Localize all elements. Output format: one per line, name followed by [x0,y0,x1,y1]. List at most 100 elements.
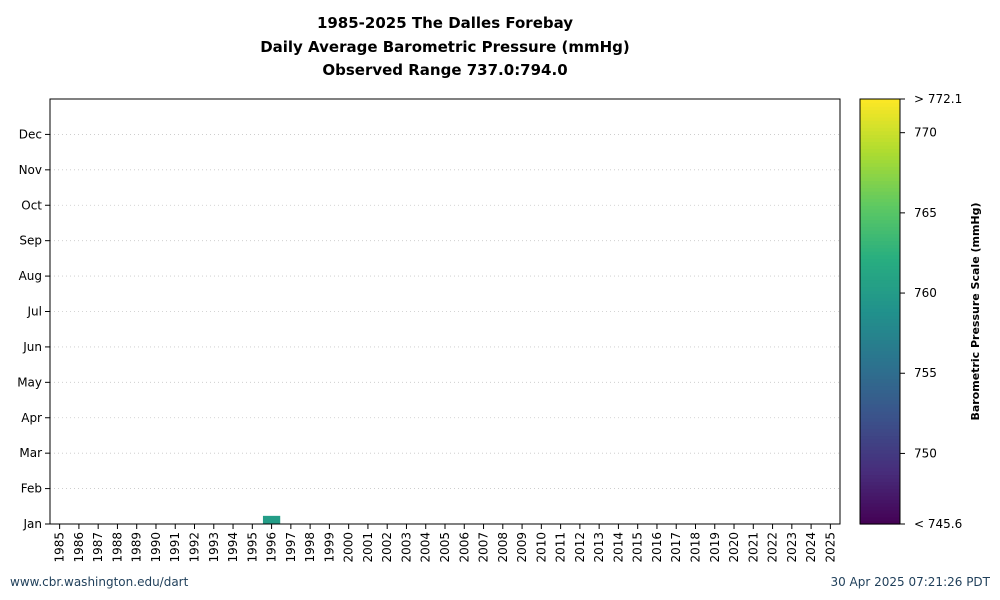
colorbar-segment [860,506,900,511]
colorbar-segment [860,424,900,429]
colorbar-segment [860,300,900,306]
colorbar-segment [860,166,900,171]
colorbar-segment [860,247,900,252]
colorbar-segment [860,325,900,330]
colorbar-segment [860,414,900,419]
colorbar-segment [860,346,900,352]
chart-title: 1985-2025 The Dalles Forebay [316,14,574,32]
x-tick-label-2004: 2004 [419,532,433,563]
colorbar-segment [860,201,900,206]
colorbar-segment [860,513,900,518]
colorbar-segment [860,279,900,284]
x-tick-label-2003: 2003 [400,532,414,563]
x-tick-label-2016: 2016 [650,532,664,563]
colorbar-segment [860,113,900,118]
colorbar-segment [860,385,900,391]
colorbar-segment [860,141,900,146]
colorbar-segment [860,378,900,383]
colorbar-segment [860,187,900,192]
x-tick-label-2019: 2019 [708,532,722,563]
x-tick-label-2015: 2015 [631,532,645,563]
colorbar-segment [860,485,900,490]
x-tick-label-1985: 1985 [53,532,67,563]
colorbar-segment [860,499,900,504]
x-tick-label-1996: 1996 [265,532,279,563]
colorbar-765-label: 765 [914,206,937,220]
chart-range-note: Observed Range 737.0:794.0 [322,61,568,79]
colorbar-770-label: 770 [914,126,937,140]
colorbar-segment [860,194,900,199]
colorbar-segment [860,251,900,256]
y-tick-label-aug: Aug [19,269,42,283]
colorbar-title: Barometric Pressure Scale (mmHg) [969,202,982,420]
colorbar-segment [860,208,900,213]
x-tick-label-1986: 1986 [72,532,86,563]
y-tick-label-jul: Jul [27,305,42,319]
colorbar-segment [860,357,900,362]
x-tick-label-1998: 1998 [303,532,317,563]
colorbar-segment [860,368,900,373]
y-tick-label-nov: Nov [19,163,42,177]
colorbar-segment [860,417,900,422]
x-tick-label-2020: 2020 [727,532,741,563]
colorbar-segment [860,474,900,479]
colorbar-segment [860,509,900,514]
colorbar-segment [860,375,900,380]
colorbar-segment [860,315,900,320]
colorbar-segment [860,516,900,522]
colorbar-segment [860,481,900,486]
colorbar-segment [860,456,900,461]
colorbar-segment [860,155,900,160]
colorbar-segment [860,329,900,334]
x-tick-label-1997: 1997 [284,532,298,563]
colorbar-755-label: 755 [914,366,937,380]
colorbar-segment [860,244,900,249]
colorbar-segment [860,123,900,128]
colorbar-segment [860,134,900,139]
y-tick-label-dec: Dec [19,127,42,141]
x-tick-label-1992: 1992 [188,532,202,563]
colorbar-segment [860,354,900,359]
colorbar-segment [860,258,900,263]
colorbar-segment [860,293,900,298]
x-tick-label-1990: 1990 [149,532,163,563]
x-tick-label-2022: 2022 [766,532,780,563]
colorbar-segment [860,173,900,178]
y-tick-label-apr: Apr [21,411,42,425]
colorbar-segment [860,180,900,185]
colorbar-segment [860,442,900,447]
x-tick-label-2017: 2017 [669,532,683,563]
colorbar-segment [860,286,900,291]
y-tick-label-sep: Sep [19,234,42,248]
colorbar-segment [860,453,900,458]
x-tick-label-2018: 2018 [689,532,703,563]
x-tick-label-1993: 1993 [207,532,221,563]
colorbar-segment [860,276,900,281]
colorbar-segment [860,191,900,196]
x-tick-label-1991: 1991 [168,532,182,563]
colorbar-segment [860,283,900,288]
colorbar-segment [860,102,900,107]
y-tick-label-jan: Jan [23,517,43,531]
colorbar-frame [859,98,901,525]
colorbar-segment [860,215,900,221]
x-tick-label-2011: 2011 [554,532,568,563]
colorbar-segment [860,184,900,189]
colorbar-segment [860,307,900,313]
colorbar-segment [860,421,900,426]
colorbar-segment [860,137,900,143]
x-tick-label-2007: 2007 [477,532,491,563]
x-tick-label-2008: 2008 [496,532,510,563]
x-tick-label-1989: 1989 [130,532,144,563]
colorbar-segment [860,332,900,337]
colorbar-segment [860,169,900,174]
colorbar-segment [860,343,900,348]
x-tick-label-2001: 2001 [361,532,375,563]
colorbar-segment [860,495,900,500]
source-url[interactable]: www.cbr.washington.edu/dart [10,575,189,589]
colorbar-segment [860,449,900,454]
x-tick-label-2006: 2006 [457,532,471,563]
colorbar-segment [860,297,900,302]
colorbar-segment [860,226,900,231]
